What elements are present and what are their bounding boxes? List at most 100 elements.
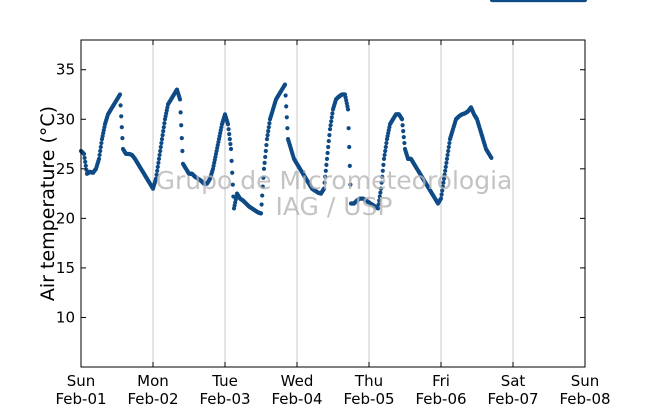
data-point: [98, 148, 103, 154]
data-point: [83, 159, 88, 164]
y-axis-label: Air temperature (°C): [37, 106, 59, 301]
data-point: [227, 136, 232, 142]
data-point: [156, 160, 161, 165]
data-point: [444, 156, 450, 162]
x-tick-label-date: Feb-04: [271, 390, 322, 408]
data-point: [120, 136, 125, 141]
data-point: [323, 174, 328, 179]
data-point: [178, 110, 183, 115]
x-tick-label-date: Feb-02: [127, 390, 178, 408]
data-point: [98, 144, 103, 150]
data-point: [119, 125, 124, 130]
plot-frame: [80, 39, 586, 368]
data-point: [446, 148, 451, 154]
data-point: [382, 152, 387, 158]
data-points: [78, 0, 588, 216]
data-point: [284, 115, 289, 120]
data-point: [401, 129, 406, 134]
x-tick-label-date: Feb-01: [55, 390, 106, 408]
data-point: [225, 122, 231, 127]
data-point: [324, 156, 330, 162]
data-point: [160, 133, 165, 138]
data-point: [228, 141, 233, 147]
data-point: [327, 127, 333, 132]
x-tick-label-date: Feb-06: [415, 390, 466, 408]
data-point: [157, 152, 162, 158]
x-tick-label-day: Fri: [432, 372, 450, 390]
data-point: [489, 155, 494, 161]
watermark-line-2: IAG / USP: [276, 192, 393, 221]
data-point: [262, 160, 267, 165]
data-point: [441, 176, 447, 181]
data-point: [258, 211, 264, 216]
data-point: [179, 136, 184, 141]
data-point: [177, 97, 183, 102]
grid-lines: [152, 40, 514, 367]
data-point: [326, 138, 331, 144]
data-point: [329, 119, 334, 124]
data-point: [159, 136, 165, 142]
data-point: [402, 140, 407, 146]
data-point: [117, 92, 123, 97]
data-point: [81, 151, 87, 157]
data-point: [375, 206, 381, 211]
data-point: [263, 154, 268, 160]
data-point: [322, 180, 327, 185]
data-point: [444, 160, 449, 165]
data-point: [267, 121, 272, 126]
data-point: [324, 162, 329, 167]
data-point: [155, 164, 160, 169]
watermark-line-1: Grupo de Micrometeorologia: [156, 166, 513, 195]
data-point: [440, 188, 445, 193]
data-point: [442, 172, 447, 177]
data-point: [261, 175, 266, 180]
data-point: [346, 126, 351, 131]
data-point: [445, 152, 450, 158]
x-tick-label-day: Sun: [571, 372, 600, 390]
data-point: [439, 192, 444, 197]
x-tick-label-day: Mon: [137, 372, 169, 390]
data-point: [378, 186, 384, 191]
data-point: [161, 129, 166, 134]
data-point: [383, 148, 388, 154]
data-point: [377, 198, 382, 203]
data-point: [381, 156, 387, 162]
data-point: [384, 140, 389, 146]
data-point: [284, 104, 289, 109]
data-point: [329, 115, 334, 120]
data-point: [327, 133, 332, 138]
data-point: [328, 123, 333, 128]
x-tick-label-date: Feb-03: [199, 390, 250, 408]
data-point: [399, 117, 405, 122]
data-point: [228, 146, 234, 152]
data-point: [266, 129, 271, 134]
data-point: [282, 82, 288, 87]
data-point: [441, 180, 446, 185]
data-point: [180, 148, 185, 154]
y-axis: 10 15 20 25 30 35: [56, 61, 585, 326]
data-point: [438, 196, 444, 201]
data-point: [96, 156, 102, 162]
data-point: [381, 162, 386, 167]
data-point: [161, 125, 166, 130]
data-point: [153, 176, 159, 181]
data-point: [230, 170, 235, 175]
data-point: [226, 127, 231, 132]
data-point: [158, 144, 163, 150]
data-point: [443, 164, 448, 169]
data-point: [376, 202, 381, 207]
x-tick-label-day: Thu: [354, 372, 383, 390]
data-point: [264, 142, 269, 148]
data-point: [158, 148, 163, 154]
data-point: [266, 125, 271, 130]
data-point: [321, 186, 327, 191]
data-point: [379, 180, 384, 185]
data-point: [348, 182, 353, 187]
data-point: [118, 103, 123, 108]
data-point: [156, 156, 162, 162]
data-point: [347, 163, 352, 168]
x-axis: SunFeb-01MonFeb-02TueFeb-03WedFeb-04ThuF…: [55, 40, 611, 408]
data-point: [378, 190, 383, 195]
